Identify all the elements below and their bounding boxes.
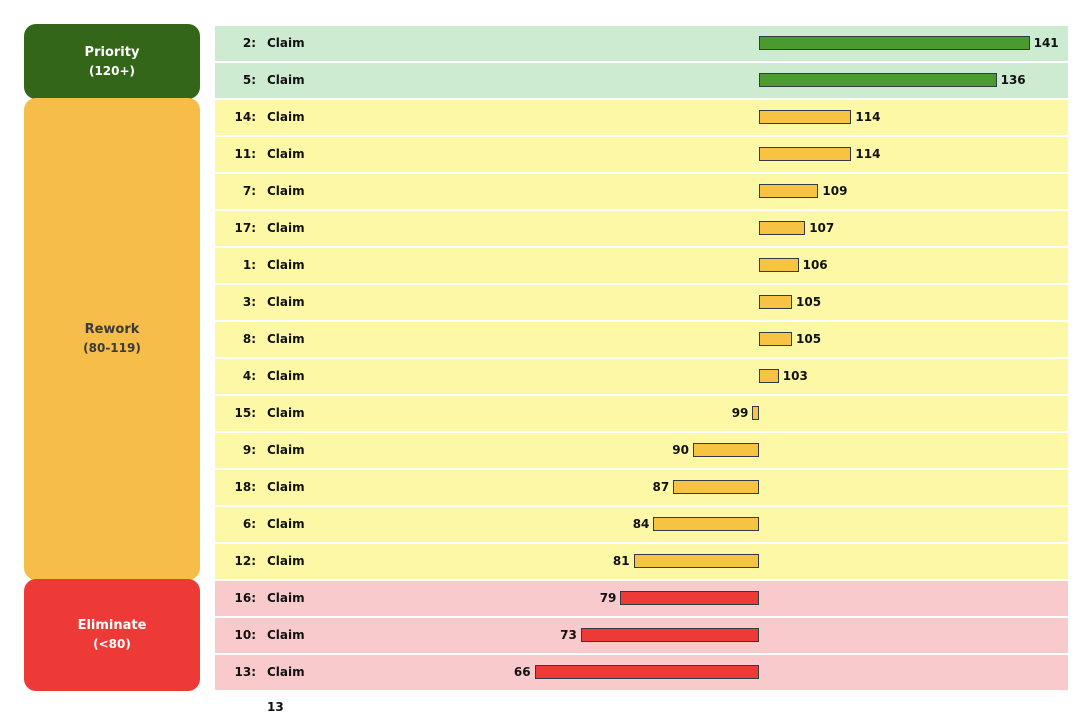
group-box-rework: Rework (80-119) (24, 98, 200, 580)
data-label: 109 (822, 184, 848, 198)
data-label: 79 (599, 591, 617, 605)
bar-claim-6 (653, 517, 759, 531)
data-label: 106 (802, 258, 828, 272)
row-index: 8: (242, 332, 256, 346)
row-index: 18: (234, 480, 257, 494)
row-label: Claim 6 (267, 517, 305, 566)
row-background (215, 470, 1068, 505)
row-background (215, 248, 1068, 283)
bar-claim-13 (534, 665, 759, 679)
bar-claim-4 (759, 369, 779, 383)
group-range: (120+) (88, 63, 136, 78)
bar-claim-7 (759, 184, 819, 198)
row-index: 16: (234, 591, 257, 605)
data-label: 87 (652, 480, 670, 494)
bar-claim-16 (620, 591, 759, 605)
bar-claim-15 (752, 406, 759, 420)
row-label: Claim 9 (267, 443, 305, 492)
row-label: Claim 12 (267, 554, 305, 603)
row-background (215, 174, 1068, 209)
data-label: 136 (1000, 73, 1026, 87)
row-label: Claim 5 (267, 73, 305, 122)
row-index: 17: (234, 221, 257, 235)
bar-claim-10 (580, 628, 759, 642)
row-index: 5: (242, 73, 256, 87)
row-label: Claim 17 (267, 221, 305, 270)
row-label: Claim 14 (267, 110, 305, 159)
row-background (215, 285, 1068, 320)
row-index: 11: (234, 147, 257, 161)
row-background (215, 507, 1068, 542)
row-index: 1: (242, 258, 256, 272)
group-range: (80-119) (83, 341, 141, 355)
bar-claim-11 (759, 147, 852, 161)
row-label: Claim 16 (267, 591, 305, 640)
row-label: Claim 2 (267, 36, 305, 85)
row-background (215, 396, 1068, 431)
row-label: Claim 3 (267, 295, 305, 344)
data-label: 66 (513, 665, 531, 679)
bar-claim-1 (759, 258, 799, 272)
row-index: 9: (242, 443, 256, 457)
data-label: 81 (612, 554, 630, 568)
bar-claim-12 (633, 554, 759, 568)
row-index: 14: (234, 110, 257, 124)
row-label: Claim 13 (267, 665, 305, 714)
group-box-priority: Priority (120+) (24, 24, 200, 99)
data-label: 114 (855, 147, 881, 161)
row-index: 2: (242, 36, 256, 50)
data-label: 105 (796, 295, 822, 309)
bar-claim-18 (673, 480, 759, 494)
bar-claim-8 (759, 332, 792, 346)
row-background (215, 100, 1068, 135)
data-label: 73 (560, 628, 577, 642)
row-label: Claim 10 (267, 628, 305, 677)
data-label: 84 (632, 517, 650, 531)
group-name: Priority (84, 44, 140, 60)
row-label: Claim 8 (267, 332, 305, 381)
group-range: (<80) (93, 637, 131, 651)
row-index: 4: (242, 369, 256, 383)
row-label: Claim 4 (267, 369, 305, 418)
row-index: 3: (242, 295, 256, 309)
row-label: Claim 1 (267, 258, 305, 307)
group-name: Rework (84, 322, 140, 337)
row-background (215, 359, 1068, 394)
row-index: 6: (242, 517, 256, 531)
row-label: Claim 15 (267, 406, 305, 455)
row-label: Claim 18 (267, 480, 305, 529)
row-index: 10: (234, 628, 257, 642)
data-label: 90 (672, 443, 689, 457)
row-background (215, 211, 1068, 246)
data-label: 99 (731, 406, 749, 420)
group-name: Eliminate (77, 618, 147, 633)
group-box-eliminate: Eliminate (<80) (24, 579, 200, 691)
data-label: 141 (1033, 36, 1059, 50)
row-index: 7: (242, 184, 256, 198)
row-index: 15: (234, 406, 257, 420)
bar-claim-2 (759, 36, 1030, 50)
row-label: Claim 7 (267, 184, 305, 233)
row-background (215, 322, 1068, 357)
row-index: 12: (234, 554, 257, 568)
bar-claim-3 (759, 295, 792, 309)
data-label: 105 (796, 332, 822, 346)
data-label: 114 (855, 110, 881, 124)
row-index: 13: (234, 665, 257, 679)
data-label: 103 (782, 369, 808, 383)
row-background (215, 137, 1068, 172)
row-background (215, 433, 1068, 468)
bar-claim-5 (759, 73, 997, 87)
bar-claim-17 (759, 221, 806, 235)
row-label: Claim 11 (267, 147, 305, 196)
bar-claim-9 (693, 443, 759, 457)
data-label: 107 (809, 221, 835, 235)
bar-claim-14 (759, 110, 852, 124)
